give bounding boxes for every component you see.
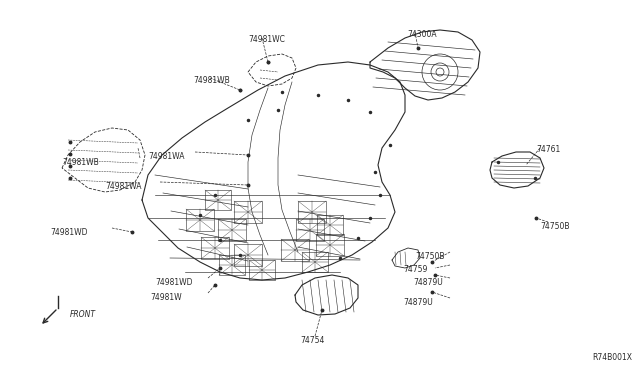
Bar [201,237,229,259]
Text: 74981WD: 74981WD [50,228,88,237]
Text: 74879U: 74879U [413,278,443,287]
Text: 74754: 74754 [300,336,324,345]
Bar [234,201,262,223]
Text: 74981W: 74981W [150,293,182,302]
Bar [298,201,326,223]
Text: 74879U: 74879U [403,298,433,307]
Text: 74981WB: 74981WB [193,76,230,85]
Bar [281,239,309,261]
Text: 74761: 74761 [536,145,560,154]
Bar [218,219,246,241]
Text: 74750B: 74750B [540,222,570,231]
Text: 74750B: 74750B [415,252,445,261]
Text: FRONT: FRONT [70,310,96,319]
Bar [316,234,344,256]
Text: 74981WD: 74981WD [155,278,193,287]
Bar [296,219,324,241]
Bar [186,209,214,231]
Text: 74981WA: 74981WA [105,182,141,191]
Bar [205,190,231,210]
Text: R74B001X: R74B001X [592,353,632,362]
Bar [302,252,328,272]
Bar [317,215,343,235]
Bar [234,244,262,266]
Text: 74300A: 74300A [407,30,436,39]
Text: 74759: 74759 [403,265,428,274]
Text: 74981WB: 74981WB [62,158,99,167]
Text: 74981WA: 74981WA [148,152,184,161]
Text: 74981WC: 74981WC [248,35,285,44]
Bar [219,255,245,275]
Bar [249,260,275,280]
